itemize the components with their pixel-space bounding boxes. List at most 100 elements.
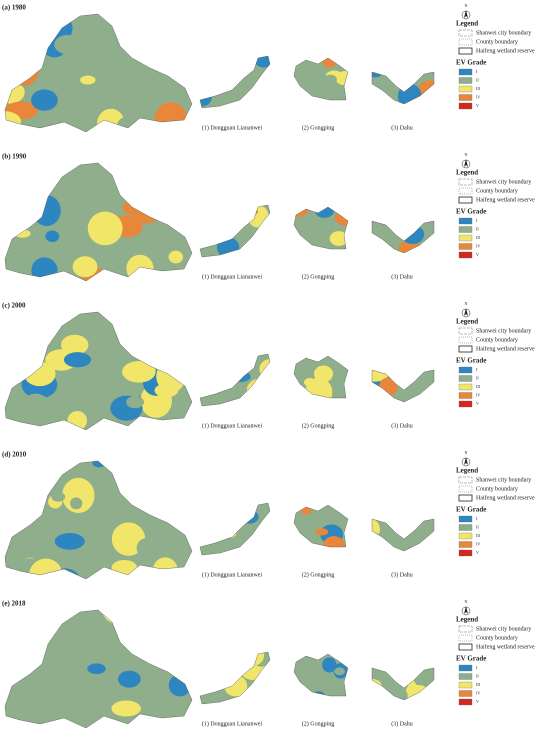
- grade-patch: [86, 439, 109, 458]
- grade-patch: [126, 396, 144, 409]
- boundary: [371, 220, 435, 254]
- map-area: [5, 439, 192, 579]
- boundary-swatch: [458, 47, 473, 55]
- north-label: N: [465, 152, 468, 157]
- boundary: [293, 504, 349, 548]
- boundary-label: County boundary: [476, 39, 518, 45]
- grade-swatch: [458, 68, 473, 76]
- north-arrow: [464, 308, 468, 316]
- grade-label: IV: [476, 243, 480, 248]
- grade-patch: [260, 225, 270, 237]
- grade-patch: [143, 22, 171, 43]
- map-area: [294, 654, 348, 696]
- boundary-label: Haifeng wetland reserve: [476, 345, 535, 352]
- north-label: N: [465, 301, 468, 306]
- boundary-swatch: [458, 345, 473, 353]
- grade-patch: [372, 390, 387, 401]
- grade-patch: [92, 413, 120, 430]
- grade-patch: [241, 510, 259, 524]
- map-area: [200, 56, 270, 108]
- grade-label: V: [476, 699, 479, 704]
- grade-patch: [259, 358, 270, 380]
- grade-patch: [294, 505, 301, 516]
- grade-label: IV: [476, 690, 480, 695]
- grade-swatch: [458, 698, 473, 706]
- grade-label: III: [476, 235, 481, 240]
- panel-label: (d) 2010: [2, 451, 27, 459]
- map-area: [200, 652, 270, 704]
- grade-patch: [402, 370, 421, 376]
- grade-patch: [131, 163, 158, 176]
- boundary-label: County boundary: [476, 635, 518, 641]
- grade-title: EV Grade: [456, 655, 486, 663]
- boundary-label: Haifeng wetland reserve: [476, 47, 535, 54]
- boundary-label: Haifeng wetland reserve: [476, 643, 535, 650]
- grade-patch: [152, 557, 178, 579]
- grade-patch: [372, 385, 383, 402]
- map-area: [200, 503, 270, 555]
- map-area: [294, 505, 348, 547]
- grade-swatch: [458, 102, 473, 110]
- grade-patch: [413, 520, 434, 543]
- grade-patch: [21, 586, 57, 608]
- grade-patch: [75, 439, 103, 455]
- grade-patch: [246, 378, 270, 402]
- boundary: [4, 460, 193, 580]
- grade-patch: [372, 532, 381, 543]
- grade-patch: [126, 254, 154, 281]
- grade-patch: [67, 411, 88, 430]
- boundary: [4, 162, 193, 282]
- grade-patch: [322, 657, 337, 673]
- north-label: N: [465, 599, 468, 604]
- boundary: [199, 55, 271, 109]
- grade-patch: [87, 211, 123, 246]
- grade-label: V: [476, 103, 479, 108]
- grade-patch: [294, 207, 303, 211]
- boundary-swatch: [458, 178, 473, 186]
- grade-patch: [372, 519, 381, 540]
- grade-label: II: [476, 524, 479, 529]
- boundary: [199, 204, 271, 258]
- grade-patch: [117, 116, 138, 132]
- grade-patch: [31, 257, 58, 281]
- grade-patch: [111, 700, 141, 717]
- grade-patch: [51, 492, 66, 502]
- grade-swatch: [458, 673, 473, 680]
- boundary-label: Shanwei city boundary: [476, 477, 531, 483]
- grade-patch: [200, 547, 212, 555]
- grade-patch: [66, 669, 85, 688]
- boundary-label: County boundary: [476, 188, 518, 194]
- grade-patch: [31, 89, 58, 111]
- map-panel: (e) 2018 (1) Dongguan Liananwei (2) Gongpi…: [2, 586, 535, 729]
- grade-patch: [11, 166, 36, 188]
- grade-patch: [334, 70, 348, 86]
- inset-label: (2) Gongping: [302, 124, 335, 131]
- grade-patch: [151, 461, 180, 481]
- grade-patch: [375, 237, 392, 247]
- north-arrow: [464, 457, 468, 465]
- grade-swatch: [458, 94, 473, 101]
- boundary: [4, 609, 193, 729]
- grade-swatch: [458, 532, 473, 540]
- grade-swatch: [458, 400, 473, 408]
- grade-swatch: [458, 515, 473, 523]
- grade-patch: [387, 72, 410, 84]
- grade-patch: [154, 102, 188, 132]
- map-panel: (c) 2000 (1) Dongguan Liananwei (2) Gongpi…: [2, 301, 535, 431]
- grade-swatch: [458, 690, 473, 697]
- grade-patch: [163, 638, 185, 655]
- grade-patch: [413, 668, 434, 688]
- boundary-swatch: [458, 327, 473, 335]
- panel-label: (b) 1990: [2, 153, 27, 161]
- boundary-swatch: [458, 494, 473, 502]
- boundary-swatch: [458, 485, 473, 493]
- boundary-swatch: [458, 643, 473, 651]
- grade-patch: [140, 707, 176, 728]
- grade-patch: [207, 354, 235, 367]
- grade-swatch: [458, 366, 473, 374]
- map-panel: (d) 2010 (1) Dongguan Liananwei (2) Gongpi…: [2, 439, 535, 580]
- grade-label: II: [476, 673, 479, 678]
- grade-patch: [7, 52, 40, 86]
- grade-patch: [117, 670, 141, 688]
- panel-label: (c) 2000: [2, 302, 26, 310]
